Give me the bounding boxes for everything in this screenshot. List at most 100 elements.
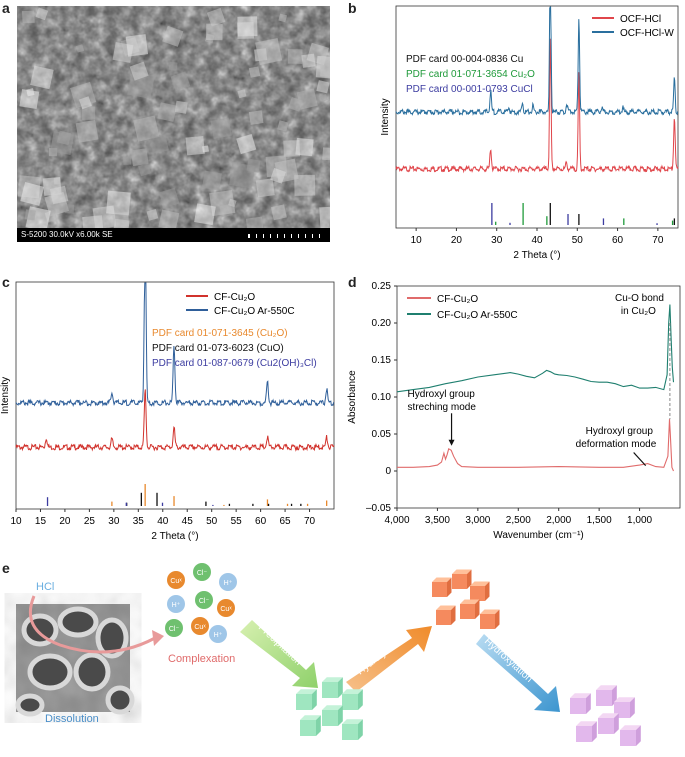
- ion-cluster: Cuˣ Cl⁻ H⁺ H⁺ Cl⁻ Cuˣ Cl⁻ Cuˣ H⁺: [165, 563, 237, 643]
- sem-particle: [30, 65, 54, 90]
- green-cube: [338, 677, 343, 698]
- ion-4: [195, 591, 213, 609]
- x-tick-label: 10: [10, 516, 22, 527]
- purple-cube: [598, 718, 614, 734]
- hcl-arrow: [28, 595, 156, 654]
- green-cube: [342, 719, 363, 724]
- complexation-label: Complexation: [168, 653, 235, 665]
- x-tick-label: 35: [133, 516, 145, 527]
- purple-cube: [570, 693, 591, 698]
- sem-particle: [209, 189, 236, 217]
- sem-particle: [50, 131, 75, 156]
- x-tick-label: 70: [304, 516, 316, 527]
- y-axis-label: Absorbance: [347, 370, 358, 424]
- sem-particle: [75, 44, 85, 53]
- sem-particle: [315, 55, 330, 79]
- purple-cube: [570, 698, 586, 714]
- orange-cube: [452, 574, 467, 589]
- sem-texture: [17, 6, 330, 242]
- sem-particle: [277, 120, 289, 132]
- ion-3: [167, 595, 185, 613]
- x-tick-label: 15: [35, 516, 47, 527]
- sem-particle: [255, 37, 283, 66]
- sem-particle: [206, 23, 223, 41]
- x-tick-label: 10: [411, 235, 423, 246]
- x-tick-label: 55: [231, 516, 243, 527]
- sem-particle: [81, 106, 96, 120]
- ion-6: [165, 619, 183, 637]
- sem-particle: [301, 53, 316, 68]
- sem-particle: [246, 158, 261, 173]
- x-tick-label: 20: [59, 516, 71, 527]
- sem-particle: [49, 185, 69, 205]
- sem-particle: [320, 94, 328, 102]
- x-tick-label: 60: [255, 516, 267, 527]
- purple-cube: [596, 685, 617, 690]
- sem-particle: [278, 13, 288, 23]
- sem-image: S-5200 30.0kV x6.00k SE: [17, 6, 330, 242]
- sem-particle: [294, 174, 316, 196]
- orange-cube: [460, 604, 475, 619]
- sem-particle: [162, 25, 184, 47]
- x-tick-label: 4,000: [384, 515, 409, 526]
- annotation-text: Cu-O bond: [615, 293, 664, 304]
- legend-label: CF-Cu₂O Ar-550C: [214, 306, 295, 317]
- x-axis-label: 2 Theta (°): [151, 531, 198, 542]
- orange-cube: [480, 614, 495, 629]
- series-line-CF-Cu₂O Ar-550C: [396, 304, 675, 393]
- annotation-text: Hydroxyl group: [408, 389, 476, 400]
- y-tick-label: 0: [385, 466, 391, 477]
- ion-label: H⁺: [172, 602, 181, 609]
- green-cube: [300, 720, 316, 736]
- ref-card-label: PDF card 00-001-0793 CuCl: [406, 84, 533, 95]
- sem-particle: [21, 10, 35, 24]
- sem-particle: [248, 110, 264, 125]
- ion-label: Cl⁻: [169, 626, 180, 633]
- ref-card-label: PDF card 01-071-3645 (Cu₂O): [152, 328, 288, 339]
- sem-particle: [130, 148, 149, 167]
- orange-cube: [452, 569, 472, 574]
- purple-cube: [630, 697, 635, 718]
- y-tick-label: 0.05: [372, 429, 392, 440]
- purple-cube: [598, 713, 619, 718]
- green-cube: [322, 677, 343, 682]
- y-tick-label: 0.20: [372, 318, 392, 329]
- series-line-OCF-HCl-W: [395, 6, 679, 117]
- purple-cube: [620, 725, 641, 730]
- y-tick-label: 0.15: [372, 355, 392, 366]
- sem-particle: [255, 178, 275, 198]
- ion-label: Cl⁻: [199, 598, 210, 605]
- x-tick-label: 1,500: [587, 515, 612, 526]
- purple-cube: [636, 725, 641, 746]
- ref-card-label: PDF card 01-073-6023 (CuO): [152, 343, 284, 354]
- y-axis-label: Intensity: [0, 377, 11, 414]
- sem-particle: [106, 190, 131, 216]
- green-cube: [322, 682, 338, 698]
- green-cube: [342, 724, 358, 740]
- annotation-arrow: [633, 452, 647, 467]
- purple-cube: [576, 721, 597, 726]
- plot-frame: [15, 281, 335, 510]
- sem-particle: [19, 89, 40, 110]
- green-cube: [338, 705, 343, 726]
- ion-0: [167, 571, 185, 589]
- orange-cube: [475, 599, 480, 619]
- plot-frame: [395, 5, 679, 229]
- purple-cube: [596, 690, 612, 706]
- purple-cube: [592, 721, 597, 742]
- sem-particle: [319, 206, 330, 229]
- chart-c: 10 15 20 25 30 35 40 45 50 55 60 65 70 2 Theta (°) Int…: [0, 281, 335, 542]
- purple-cube: [614, 697, 635, 702]
- x-tick-label: 30: [491, 235, 503, 246]
- sem-particle: [270, 167, 286, 184]
- ion-label: H⁺: [214, 632, 223, 639]
- green-cube: [322, 705, 343, 710]
- sem-particle: [129, 61, 149, 81]
- x-tick-label: 2,500: [506, 515, 531, 526]
- green-cube: [358, 719, 363, 740]
- x-tick-label: 1,000: [627, 515, 652, 526]
- ref-card-label: PDF card 01-087-0679 (Cu2(OH)₃Cl): [152, 358, 317, 369]
- hydroxylation-label: Hydroxylation: [482, 636, 534, 685]
- annotation-text: Hydroxyl group: [586, 426, 654, 437]
- hcl-label: HCl: [36, 581, 54, 593]
